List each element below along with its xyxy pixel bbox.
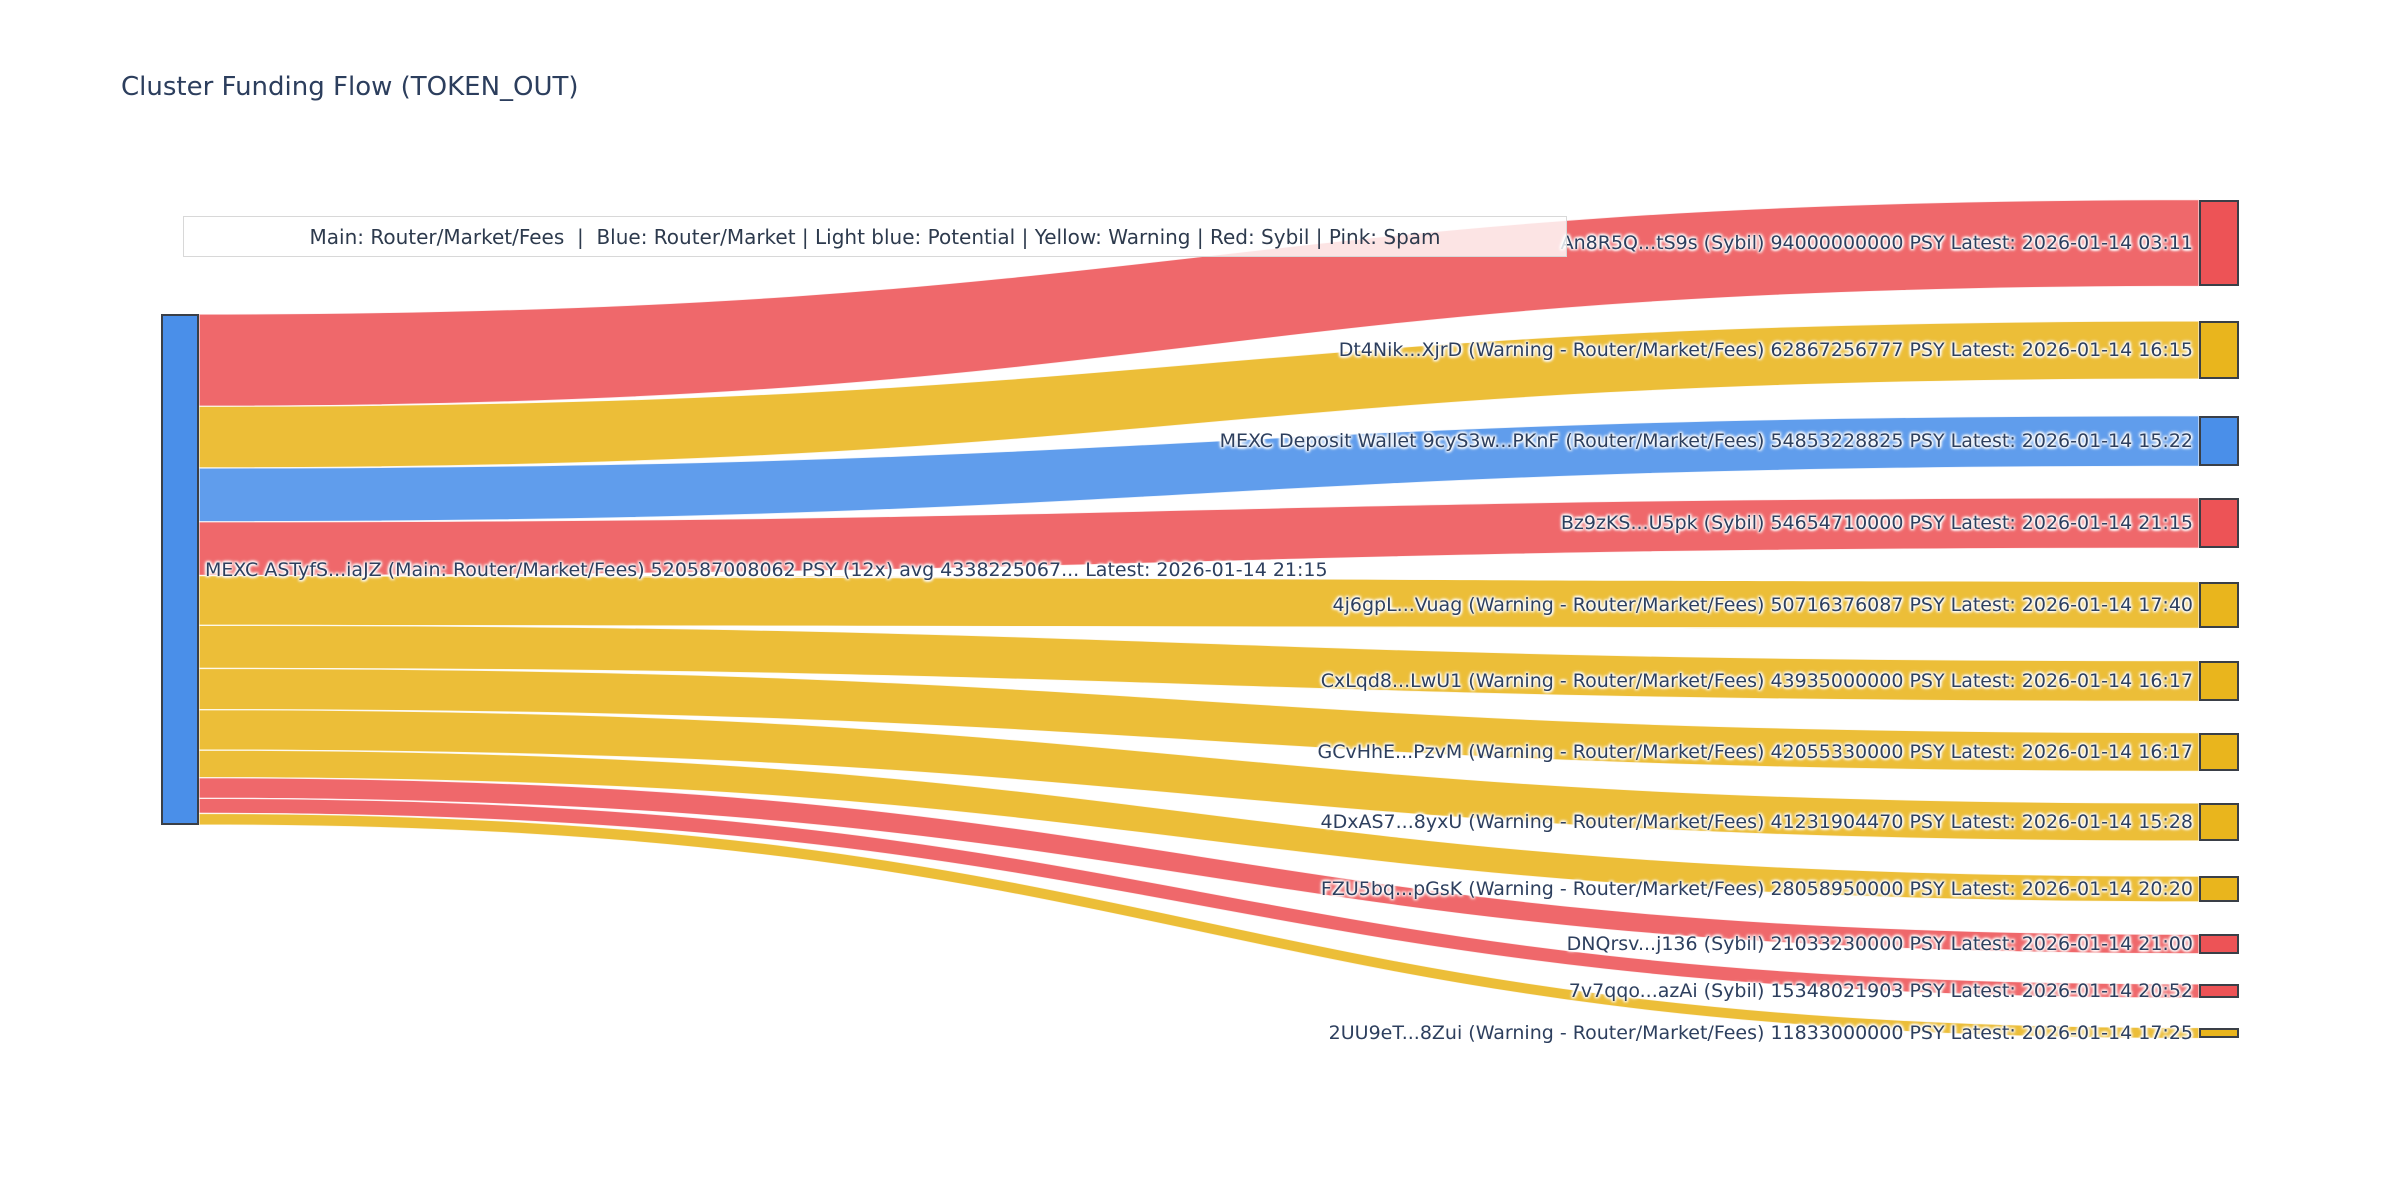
sankey-target-node[interactable] xyxy=(2199,732,2239,772)
sankey-target-node[interactable] xyxy=(2199,934,2239,954)
legend-label: Main: Router/Market/Fees | Blue: Router/… xyxy=(309,224,1441,249)
sankey-link[interactable] xyxy=(198,497,2200,577)
sankey-target-label: CxLqd8...LwU1 (Warning - Router/Market/F… xyxy=(1320,670,2193,692)
sankey-target-node[interactable] xyxy=(2199,497,2239,549)
sankey-target-node[interactable] xyxy=(2199,415,2239,467)
sankey-link[interactable] xyxy=(198,709,2200,842)
sankey-link[interactable] xyxy=(198,812,2200,1040)
sankey-link[interactable] xyxy=(198,574,2200,630)
sankey-target-node[interactable] xyxy=(2199,1027,2239,1039)
sankey-target-label: DNQrsv...j136 (Sybil) 21033230000 PSY La… xyxy=(1566,933,2193,955)
sankey-target-node[interactable] xyxy=(2199,660,2239,702)
legend: Main: Router/Market/Fees | Blue: Router/… xyxy=(183,216,1567,257)
sankey-source-label: MEXC ASTyfS...iaJZ (Main: Router/Market/… xyxy=(205,558,1328,581)
sankey-source-node[interactable] xyxy=(161,314,199,825)
sankey-target-node[interactable] xyxy=(2199,581,2239,629)
sankey-target-node[interactable] xyxy=(2199,876,2239,902)
sankey-link[interactable] xyxy=(198,777,2200,955)
sankey-link[interactable] xyxy=(198,667,2200,773)
sankey-link[interactable] xyxy=(198,797,2200,999)
sankey-target-label: Bz9zKS...U5pk (Sybil) 54654710000 PSY La… xyxy=(1560,512,2193,534)
sankey-target-node[interactable] xyxy=(2199,199,2239,287)
sankey-link[interactable] xyxy=(198,415,2200,523)
sankey-target-label: FZU5bq...pGsK (Warning - Router/Market/F… xyxy=(1320,878,2193,900)
sankey-target-label: MEXC Deposit Wallet 9cyS3w...PKnF (Route… xyxy=(1219,430,2193,452)
sankey-target-label: An8R5Q...tS9s (Sybil) 94000000000 PSY La… xyxy=(1560,232,2193,254)
sankey-target-node[interactable] xyxy=(2199,320,2239,379)
sankey-target-label: 4j6gpL...Vuag (Warning - Router/Market/F… xyxy=(1332,594,2193,616)
sankey-target-label: GCvHhE...PzvM (Warning - Router/Market/F… xyxy=(1317,741,2193,763)
sankey-target-label: 4DxAS7...8yxU (Warning - Router/Market/F… xyxy=(1320,811,2193,833)
chart-title: Cluster Funding Flow (TOKEN_OUT) xyxy=(121,72,579,102)
sankey-link[interactable] xyxy=(198,198,2200,407)
sankey-target-label: 7v7qqo...azAi (Sybil) 15348021903 PSY La… xyxy=(1568,980,2193,1002)
sankey-target-node[interactable] xyxy=(2199,983,2239,999)
sankey-target-node[interactable] xyxy=(2199,802,2239,841)
sankey-link[interactable] xyxy=(198,320,2200,469)
sankey-link[interactable] xyxy=(198,624,2200,702)
sankey-target-label: Dt4Nik...XjrD (Warning - Router/Market/F… xyxy=(1338,339,2193,361)
sankey-target-label: 2UU9eT...8Zui (Warning - Router/Market/F… xyxy=(1328,1022,2193,1044)
